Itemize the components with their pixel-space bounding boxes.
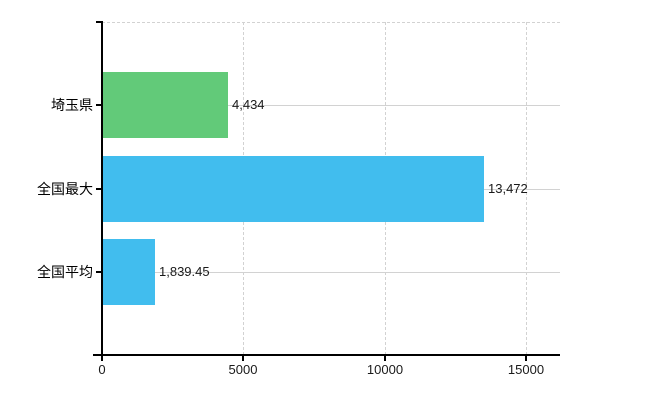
value-label: 13,472: [488, 181, 528, 196]
x-axis-tick: [101, 355, 103, 361]
v-gridline: [526, 22, 527, 355]
value-label: 4,434: [232, 97, 265, 112]
h-gridline: [102, 105, 560, 106]
plot-top-gridline: [102, 22, 560, 23]
y-axis-tick: [96, 21, 102, 23]
x-tick-label: 15000: [507, 362, 545, 377]
x-tick-label: 0: [98, 362, 106, 377]
category-label: 埼玉県: [51, 97, 93, 113]
bar: [103, 156, 484, 222]
y-axis-tick: [96, 188, 102, 190]
x-axis-line: [93, 354, 560, 356]
category-label: 全国最大: [37, 181, 93, 197]
h-gridline: [102, 272, 560, 273]
bar: [103, 239, 155, 305]
value-label: 1,839.45: [159, 264, 210, 279]
x-axis-tick: [384, 355, 386, 361]
category-label: 全国平均: [37, 264, 93, 280]
x-axis-tick: [525, 355, 527, 361]
y-axis-tick: [96, 104, 102, 106]
x-tick-label: 5000: [228, 362, 258, 377]
y-axis-line: [101, 21, 103, 355]
bar: [103, 72, 228, 138]
y-axis-tick: [96, 271, 102, 273]
x-tick-label: 10000: [366, 362, 404, 377]
x-axis-tick: [242, 355, 244, 361]
